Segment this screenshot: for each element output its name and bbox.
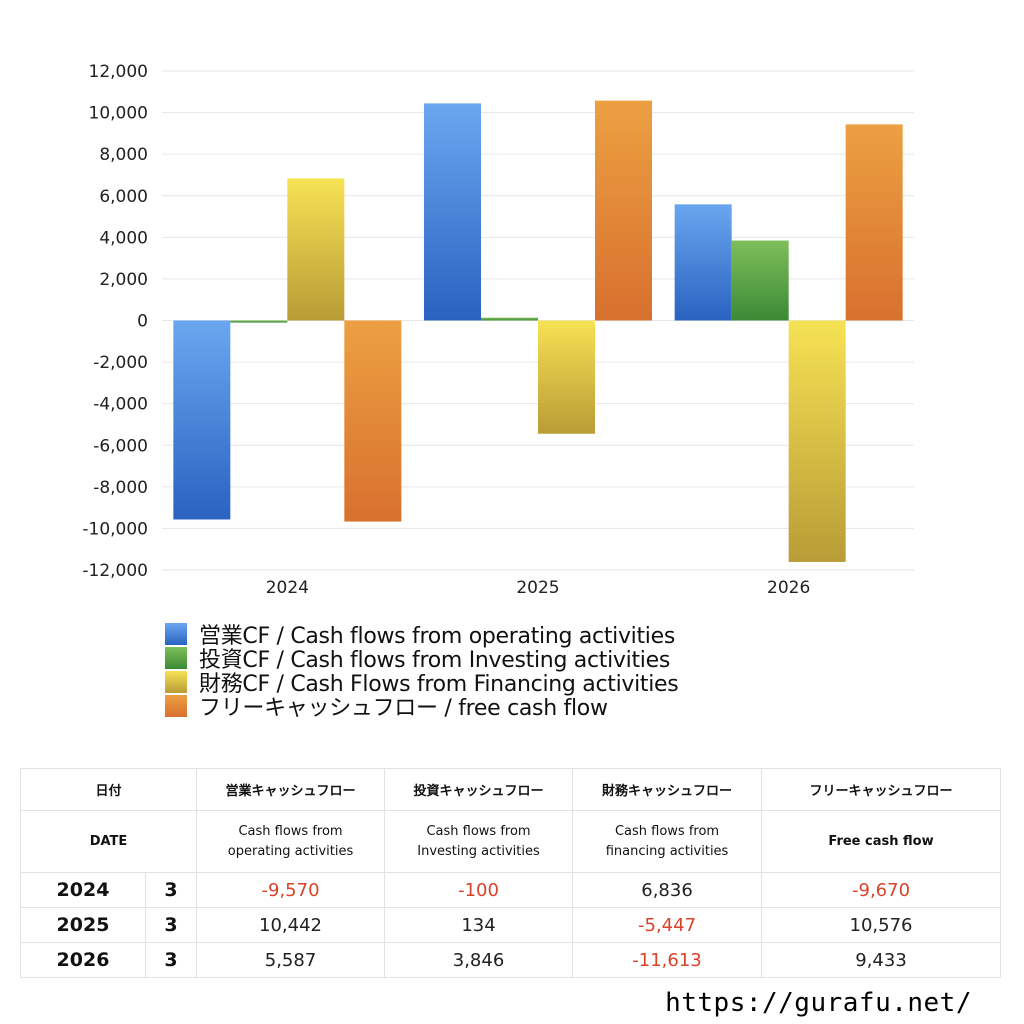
table-row: 2024 3 -9,570 -100 6,836 -9,670 <box>20 872 1002 908</box>
legend-item-financing: 財務CF / Cash Flows from Financing activit… <box>165 670 679 697</box>
header-financing-en: Cash flows from financing activities <box>572 810 763 873</box>
y-tick-label: -4,000 <box>93 395 148 415</box>
bar-2025-series-1 <box>481 317 538 321</box>
cell-investing: -100 <box>384 872 574 908</box>
cell-free-cash-flow: 9,433 <box>761 942 1002 978</box>
table-header-row-jp: 日付 営業キャッシュフロー 投資キャッシュフロー 財務キャッシュフロー フリーキ… <box>19 768 1002 811</box>
y-tick-label: -8,000 <box>93 478 148 498</box>
cell-operating: -9,570 <box>196 872 386 908</box>
x-tick-label: 2025 <box>516 578 559 598</box>
y-tick-label: 6,000 <box>99 187 148 207</box>
header-date-jp: 日付 <box>19 768 198 811</box>
header-financing-jp: 財務キャッシュフロー <box>572 768 763 811</box>
legend-item-free-cash-flow: フリーキャッシュフロー / free cash flow <box>165 694 678 721</box>
y-tick-label: 2,000 <box>99 270 148 290</box>
row-year: 2024 <box>20 872 146 908</box>
bar-2026-series-2 <box>788 320 846 562</box>
row-month: 3 <box>144 872 198 908</box>
table-row: 2026 3 5,587 3,846 -11,613 9,433 <box>20 942 1002 978</box>
header-date-en: DATE <box>19 810 198 873</box>
header-investing-en: Cash flows from Investing activities <box>384 810 574 873</box>
row-month: 3 <box>144 907 198 943</box>
legend-swatch-operating <box>165 623 187 645</box>
y-tick-label: 8,000 <box>99 145 148 165</box>
bar-2026-series-0 <box>674 204 732 321</box>
cell-investing: 134 <box>384 907 574 943</box>
cash-flow-bar-chart: 12,000 10,000 8,000 6,000 4,000 2,000 0 -2,000 -… <box>82 62 914 598</box>
header-operating-jp: 営業キャッシュフロー <box>196 768 386 811</box>
y-tick-label: 12,000 <box>89 62 148 82</box>
bar-2024-series-3 <box>344 320 402 522</box>
bar-2025-series-2 <box>538 320 595 434</box>
y-tick-label: 10,000 <box>89 104 148 124</box>
bar-2025-series-3 <box>595 100 652 321</box>
header-free-cash-flow-en: Free cash flow <box>761 810 1002 873</box>
legend-label-operating: 営業CF / Cash flows from operating activit… <box>199 624 676 649</box>
legend-swatch-investing <box>165 647 187 669</box>
y-tick-label: -10,000 <box>82 519 148 539</box>
legend-swatch-financing <box>165 671 187 693</box>
header-operating-en: Cash flows from operating activities <box>196 810 386 873</box>
row-year: 2025 <box>20 907 146 943</box>
cell-free-cash-flow: 10,576 <box>761 907 1002 943</box>
cell-operating: 5,587 <box>196 942 386 978</box>
chart-legend: 営業CF / Cash flows from operating activit… <box>165 622 679 721</box>
y-tick-label: -6,000 <box>93 436 148 456</box>
legend-label-free-cash-flow: フリーキャッシュフロー / free cash flow <box>199 696 608 721</box>
cell-operating: 10,442 <box>196 907 386 943</box>
cell-financing: -11,613 <box>572 942 763 978</box>
legend-label-investing: 投資CF / Cash flows from Investing activit… <box>199 648 670 673</box>
table-row: 2025 3 10,442 134 -5,447 10,576 <box>20 907 1002 943</box>
legend-label-financing: 財務CF / Cash Flows from Financing activit… <box>199 672 679 697</box>
x-tick-label: 2024 <box>266 578 309 598</box>
y-tick-label: 4,000 <box>99 228 148 248</box>
y-tick-label: 0 <box>137 312 148 332</box>
cell-financing: -5,447 <box>572 907 763 943</box>
bar-2026-series-1 <box>731 240 789 321</box>
row-year: 2026 <box>20 942 146 978</box>
bar-2024-series-2 <box>287 178 345 321</box>
row-month: 3 <box>144 942 198 978</box>
header-investing-jp: 投資キャッシュフロー <box>384 768 574 811</box>
bar-2024-series-1 <box>230 320 288 323</box>
bar-2024-series-0 <box>173 320 231 520</box>
cell-financing: 6,836 <box>572 872 763 908</box>
cell-free-cash-flow: -9,670 <box>761 872 1002 908</box>
bar-2025-series-0 <box>424 103 481 321</box>
x-tick-label: 2026 <box>767 578 810 598</box>
table-header-row-en: DATE Cash flows from operating activitie… <box>19 810 1002 873</box>
legend-swatch-free-cash-flow <box>165 695 187 717</box>
cash-flow-table: 日付 営業キャッシュフロー 投資キャッシュフロー 財務キャッシュフロー フリーキ… <box>19 768 1002 978</box>
site-url[interactable]: https://gurafu.net/ <box>665 988 972 1018</box>
y-tick-label: -12,000 <box>82 561 148 581</box>
bar-2026-series-3 <box>845 124 903 321</box>
y-tick-label: -2,000 <box>93 353 148 373</box>
header-free-cash-flow-jp: フリーキャッシュフロー <box>761 768 1002 811</box>
cell-investing: 3,846 <box>384 942 574 978</box>
legend-item-investing: 投資CF / Cash flows from Investing activit… <box>165 646 678 673</box>
legend-item-operating: 営業CF / Cash flows from operating activit… <box>165 622 678 649</box>
